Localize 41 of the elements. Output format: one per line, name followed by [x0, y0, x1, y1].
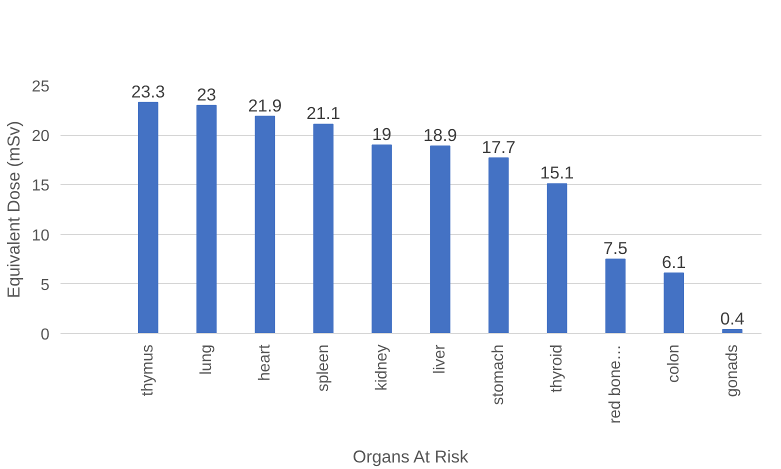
data-label: 17.7 [482, 136, 516, 157]
y-axis-title: Equivalent Dose (mSv) [4, 120, 24, 298]
x-tick-label: thyroid [548, 344, 566, 393]
bar [722, 329, 742, 334]
bar [254, 116, 276, 334]
bar [138, 102, 158, 334]
x-tick-label: heart [256, 344, 274, 381]
x-tick-label: lung [198, 344, 216, 375]
x-tick-label: spleen [314, 344, 332, 392]
x-tick-label: liver [432, 344, 449, 374]
bar [546, 183, 568, 334]
bar [196, 104, 217, 334]
data-label: 21.1 [306, 103, 340, 124]
bar [313, 124, 334, 334]
data-label: 7.5 [603, 238, 628, 258]
y-tick-label: 20 [32, 128, 50, 146]
x-tick-label: kidney [373, 344, 390, 391]
data-label: 0.4 [720, 308, 745, 329]
bar [605, 258, 626, 334]
bar [664, 272, 684, 334]
x-axis-title: Organs At Risk [352, 446, 469, 467]
data-label: 23.3 [131, 81, 165, 102]
data-label: 19 [372, 124, 392, 144]
data-label: 15.1 [540, 162, 574, 183]
data-label: 23 [196, 84, 216, 104]
data-label: 21.9 [248, 95, 282, 116]
bar [372, 144, 392, 334]
data-label: 6.1 [662, 252, 686, 272]
x-tick-label: colon [665, 344, 682, 383]
bar [430, 146, 450, 334]
x-tick-label: thymus [140, 344, 157, 396]
y-tick-label: 25 [32, 78, 50, 96]
data-label: 18.9 [423, 125, 458, 146]
y-tick-label: 5 [40, 276, 50, 294]
y-tick-label: 10 [32, 227, 50, 244]
y-tick-label: 15 [32, 178, 50, 195]
x-tick-label: stomach [490, 344, 508, 405]
x-tick-label: gonads [724, 344, 741, 397]
y-tick-label: 0 [40, 326, 50, 344]
bar [488, 157, 509, 334]
x-tick-label: red bone… [606, 344, 624, 424]
